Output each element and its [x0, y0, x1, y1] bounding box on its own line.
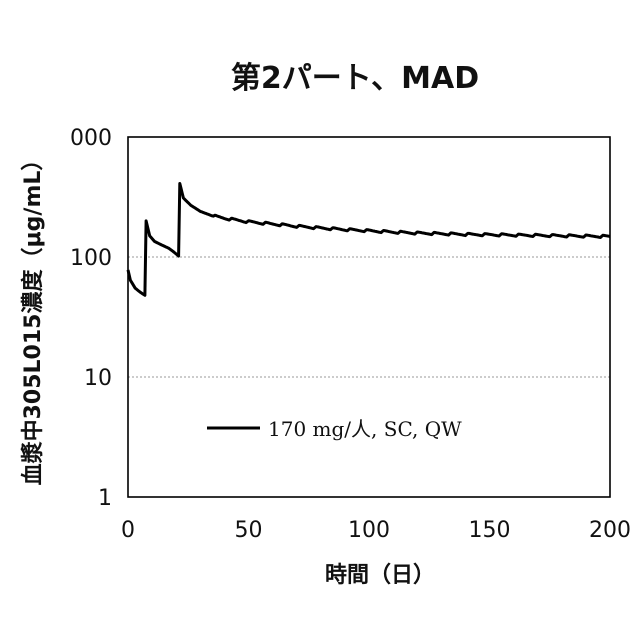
- x-tick-label: 0: [121, 518, 135, 543]
- series-layer: [128, 184, 610, 296]
- legend: 170 mg/人, SC, QW: [207, 417, 462, 441]
- x-tick-label: 200: [589, 518, 631, 543]
- x-tick-label: 100: [348, 518, 390, 543]
- series-line: [128, 184, 610, 296]
- y-axis-title: 血漿中305L015濃度（μg/mL）: [20, 149, 46, 486]
- plot-area: [128, 137, 610, 497]
- x-tick-labels: 0 50 100 150 200: [121, 518, 631, 543]
- x-axis-title: 時間（日）: [325, 563, 435, 588]
- x-tick-label: 150: [469, 518, 511, 543]
- gridlines: [128, 257, 610, 377]
- x-tick-label: 50: [235, 518, 263, 543]
- y-tick-label: 000: [70, 126, 112, 151]
- y-tick-label: 10: [84, 366, 112, 391]
- y-tick-label: 100: [70, 246, 112, 271]
- chart-title: 第2パート、MAD: [231, 61, 479, 96]
- legend-label: 170 mg/人, SC, QW: [268, 417, 462, 441]
- y-tick-labels: 1 10 100 000: [70, 126, 112, 511]
- y-tick-label: 1: [98, 486, 112, 511]
